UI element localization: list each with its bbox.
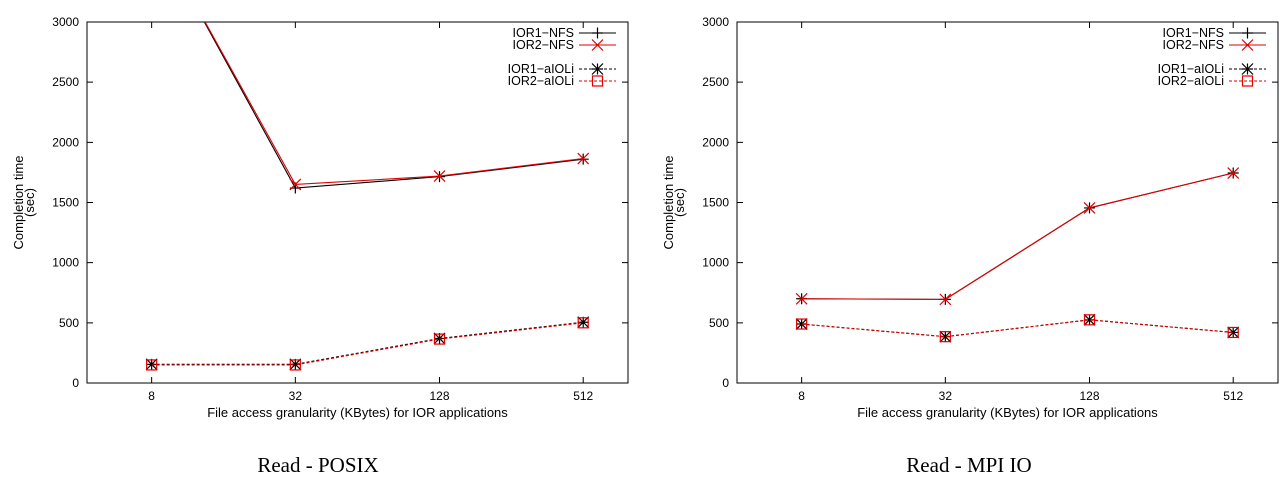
y-tick-label: 2000 — [52, 135, 79, 149]
series-line — [151, 322, 584, 366]
legend-label: IOR1−NFS — [1163, 26, 1224, 40]
x-tick-label: 8 — [798, 389, 805, 403]
data-point — [939, 293, 952, 306]
y-tick-label: 3000 — [52, 15, 79, 29]
series-3 — [145, 316, 590, 371]
series-line — [151, 321, 584, 365]
data-point — [1227, 326, 1239, 339]
data-point — [289, 178, 302, 191]
data-point — [289, 359, 301, 371]
data-point — [145, 358, 158, 371]
series-line — [801, 319, 1234, 338]
chart-panel-2: 0 500 1000 1500 2000 2500 3000 8 32 128 512 File ac… — [661, 15, 1279, 477]
series-line — [801, 172, 1234, 300]
y-tick-label: 2000 — [702, 135, 729, 149]
x-tick-label: 32 — [289, 389, 303, 403]
chart-caption: Read - POSIX — [257, 453, 378, 477]
legend-label: IOR2−NFS — [513, 38, 574, 52]
y-tick-label: 1000 — [52, 256, 79, 270]
data-point — [795, 318, 808, 330]
data-point — [796, 318, 808, 330]
series-line — [203, 22, 584, 189]
legend-marker — [1242, 27, 1253, 39]
legend-marker — [1241, 75, 1254, 87]
data-point — [577, 317, 589, 329]
data-point — [939, 330, 952, 343]
x-tick-label: 128 — [1080, 389, 1100, 403]
series-4 — [796, 314, 1239, 343]
y-tick-label: 0 — [722, 376, 729, 390]
data-point — [146, 359, 158, 371]
data-point — [1083, 314, 1096, 326]
y-tick-label: 2500 — [702, 75, 729, 89]
data-point — [795, 292, 808, 305]
y-tick-label: 500 — [59, 316, 79, 330]
x-tick-label: 128 — [429, 389, 449, 403]
y-tick-label: 1500 — [702, 196, 729, 210]
legend-label: IOR1−NFS — [513, 26, 574, 40]
y-tick-label: 500 — [709, 316, 729, 330]
legend-marker — [1241, 63, 1254, 75]
y-tick-label: 1000 — [702, 256, 729, 270]
legend-label: IOR1−aIOLi — [508, 62, 574, 76]
y-axis-label: Completion time(sec) — [11, 156, 37, 250]
data-point — [1083, 201, 1096, 214]
data-point — [939, 331, 951, 343]
legend-marker — [591, 39, 604, 51]
y-tick-label: 3000 — [702, 15, 729, 29]
legend-marker — [591, 63, 604, 75]
series-line — [801, 172, 1234, 300]
x-tick-label: 512 — [573, 389, 593, 403]
data-point — [577, 152, 590, 165]
data-point — [1227, 167, 1240, 179]
x-axis-label: File access granularity (KBytes) for IOR… — [207, 405, 508, 420]
chart-panel-1: 0 500 1000 1500 2000 2500 3000 8 32 128 512 File ac… — [11, 15, 629, 477]
x-axis-label: File access granularity (KBytes) for IOR… — [857, 405, 1158, 420]
data-point — [433, 333, 446, 345]
x-tick-label: 8 — [148, 389, 155, 403]
y-tick-label: 1500 — [52, 196, 79, 210]
data-point — [289, 358, 302, 371]
legend-label: IOR2−aIOLi — [508, 74, 574, 88]
y-tick-label: 0 — [72, 376, 79, 390]
data-point — [1083, 313, 1096, 326]
legend-label: IOR1−aIOLi — [1158, 62, 1224, 76]
chart-caption: Read - MPI IO — [906, 453, 1031, 477]
legend-marker — [592, 27, 603, 39]
series-line — [204, 22, 584, 186]
data-point — [433, 332, 446, 345]
x-tick-label: 32 — [939, 389, 953, 403]
x-tick-label: 512 — [1223, 389, 1243, 403]
data-point — [577, 316, 590, 329]
y-tick-label: 2500 — [52, 75, 79, 89]
series-2 — [795, 167, 1240, 306]
series-4 — [146, 317, 589, 371]
legend-label: IOR2−aIOLi — [1158, 74, 1224, 88]
legend-marker — [591, 75, 604, 87]
data-point — [1227, 326, 1240, 339]
data-point — [433, 170, 446, 182]
legend-label: IOR2−NFS — [1163, 38, 1224, 52]
legend-marker — [1241, 39, 1254, 51]
series-2 — [204, 22, 590, 191]
y-axis-label: Completion time(sec) — [661, 156, 687, 250]
